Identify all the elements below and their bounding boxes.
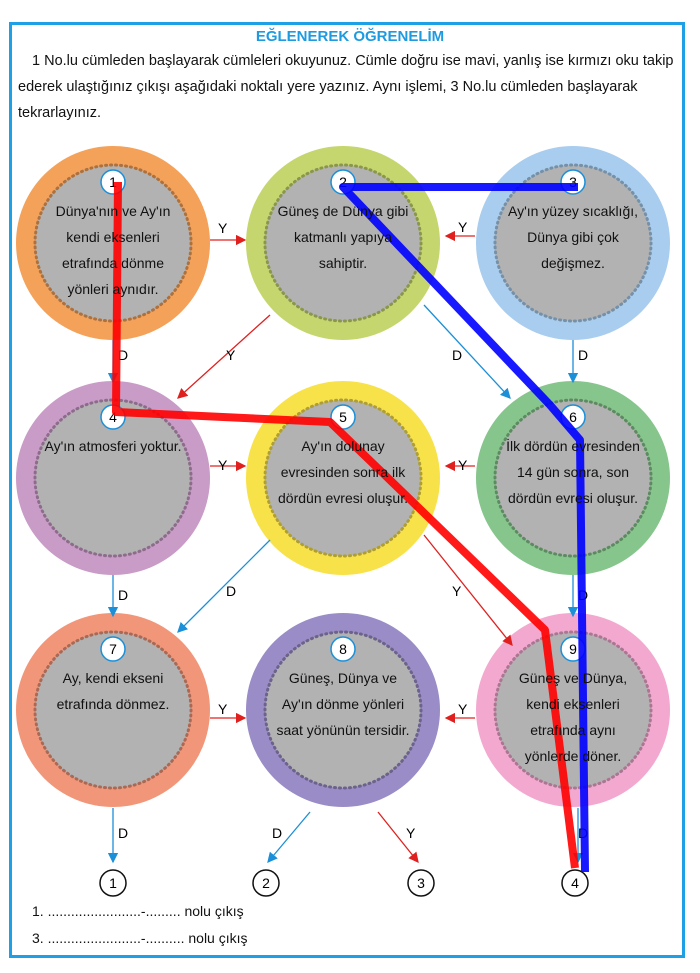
arrow-8-exit2-label: D (272, 825, 282, 841)
exit-4-number: 4 (571, 875, 579, 891)
arrow-8-exit3-label: Y (406, 825, 416, 841)
node-9-inner (493, 630, 653, 790)
exit-2-number: 2 (262, 875, 270, 891)
node-8-badge (330, 636, 356, 662)
node-6-inner (493, 398, 653, 558)
node-5-statement: Ay'ın dolunay evresinden sonra ilk dördü… (278, 438, 408, 506)
instructions: 1 No.lu cümleden başlayarak cümleleri ok… (18, 53, 674, 121)
arrow-7-8-label: Y (218, 701, 228, 717)
page-frame (9, 22, 685, 958)
exit-1-number: 1 (109, 875, 117, 891)
arrow-2-4-label: Y (226, 347, 236, 363)
node-2-number: 2 (339, 174, 347, 190)
arrow-4-7-label: D (118, 587, 128, 603)
node-1-statement: Dünya'nın ve Ay'ın kendi eksenleri etraf… (55, 203, 171, 297)
node-2-inner (263, 163, 423, 323)
arrow-4-5-label: Y (218, 457, 228, 473)
arrow-8-exit3 (377, 811, 419, 864)
node-5-number: 5 (339, 409, 347, 425)
arrow-5-7 (177, 539, 271, 633)
arrow-5-9 (423, 534, 513, 647)
exit-2-circle (252, 869, 280, 897)
node-8-statement: Güneş, Dünya ve Ay'ın dönme yönleri saat… (276, 670, 410, 738)
node-5-badge (330, 404, 356, 430)
node-7-number: 7 (109, 641, 117, 657)
node-8-number: 8 (339, 641, 347, 657)
node-7-inner (33, 630, 193, 790)
arrow-7-exit1-label: D (118, 825, 128, 841)
node-6-statement: İlk dördün evresinden 14 gün sonra, son … (506, 438, 640, 506)
exit-3-circle (407, 869, 435, 897)
arrow-9-8-label: Y (458, 701, 468, 717)
exit-4-circle (561, 869, 589, 897)
node-5-inner (263, 398, 423, 558)
node-2-statement: Güneş de Dünya gibi katmanlı yapıya sahi… (277, 203, 409, 271)
node-7-badge (100, 636, 126, 662)
node-9-number: 9 (569, 641, 577, 657)
blue-pen-path (339, 183, 589, 873)
arrow-2-6-label: D (452, 347, 462, 363)
node-7-statement: Ay, kendi ekseni etrafında dönmez. (56, 670, 170, 712)
arrow-5-7-label: D (226, 583, 236, 599)
page-title: EĞLENEREK ÖĞRENELİM (255, 28, 445, 45)
red-pen-path (112, 181, 579, 869)
arrow-6-5-label: Y (458, 457, 468, 473)
node-4-number: 4 (109, 409, 117, 425)
answer-line-3[interactable]: 3. ........................-.......... n… (32, 930, 248, 946)
arrow-1-4-label: D (118, 347, 128, 363)
node-3-statement: Ay'ın yüzey sıcaklığı, Dünya gibi çok de… (507, 203, 639, 271)
arrow-2-4 (177, 314, 271, 399)
node-3-inner (493, 163, 653, 323)
arrow-1-2-label: Y (218, 220, 228, 236)
arrow-3-2-label: Y (458, 219, 468, 235)
node-6-number: 6 (569, 409, 577, 425)
node-4-statement: Ay'ın atmosferi yoktur. (44, 438, 182, 454)
arrow-8-exit2 (267, 811, 311, 863)
arrow-5-9-label: Y (452, 583, 462, 599)
exit-1-circle (99, 869, 127, 897)
arrow-3-6-label: D (578, 347, 588, 363)
node-1-number: 1 (109, 174, 117, 190)
node-8-inner (263, 630, 423, 790)
answer-line-1[interactable]: 1. ........................-......... no… (32, 903, 244, 919)
node-9-statement: Güneş ve Dünya, kendi eksenleri etrafınd… (518, 670, 628, 764)
exit-3-number: 3 (417, 875, 425, 891)
node-3-number: 3 (569, 174, 577, 190)
arrow-2-6 (423, 304, 511, 399)
